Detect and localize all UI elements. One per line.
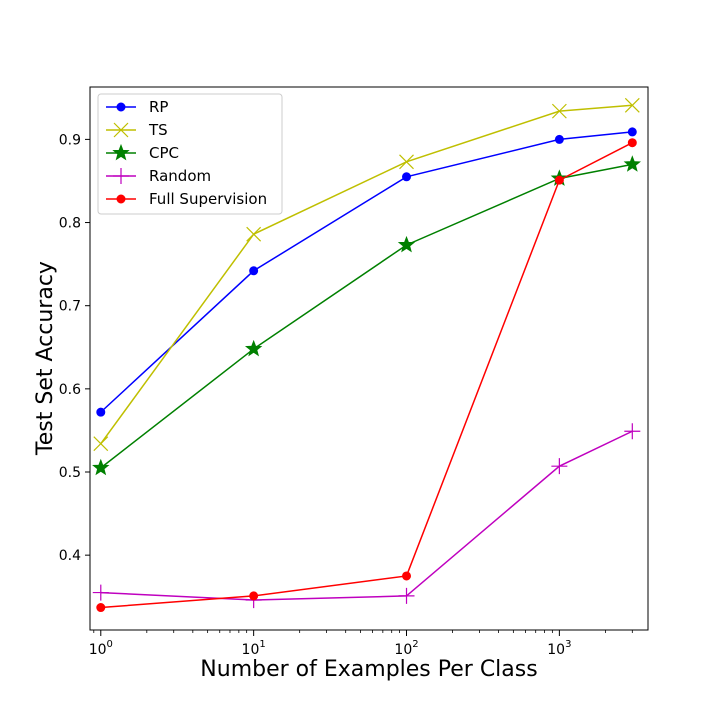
data-point: [96, 603, 106, 613]
y-tick-label: 0.9: [59, 132, 81, 148]
y-tick-label: 0.6: [59, 382, 81, 398]
y-tick-label: 0.4: [59, 548, 81, 564]
data-point: [627, 138, 637, 148]
data-point: [397, 235, 416, 253]
series-layer: [92, 97, 641, 613]
data-point: [624, 423, 641, 440]
series-full-supervision: [96, 138, 637, 613]
plot-frame: [89, 86, 649, 631]
x-tick-label: 100: [89, 639, 113, 658]
data-point: [96, 407, 106, 417]
data-point: [551, 103, 567, 119]
y-tick-label: 0.8: [59, 216, 81, 232]
legend-box: [97, 93, 283, 215]
legend-marker: [116, 102, 126, 112]
data-point: [624, 97, 640, 113]
x-tick-label: 102: [394, 639, 418, 658]
data-point: [554, 175, 564, 185]
legend-label: RP: [149, 98, 168, 116]
legend-marker: [113, 168, 129, 184]
data-point: [246, 226, 262, 242]
data-point: [627, 127, 637, 137]
legend-marker: [112, 143, 130, 161]
data-point: [93, 436, 109, 452]
legend-item: TS: [106, 121, 168, 139]
series-cpc: [92, 155, 641, 476]
data-point: [249, 591, 259, 601]
legend-label: Random: [149, 167, 211, 185]
data-point: [92, 584, 109, 601]
data-point: [551, 458, 568, 475]
data-point: [92, 458, 110, 476]
data-point: [398, 587, 415, 604]
data-point: [402, 172, 412, 182]
data-point: [399, 154, 414, 170]
x-tick-label: 101: [242, 639, 266, 658]
legend-item: CPC: [106, 143, 179, 162]
data-point: [249, 266, 259, 276]
legend: RP TS CPC Random Full Supervision: [97, 93, 283, 215]
data-point: [623, 155, 641, 172]
legend-item: RP: [106, 98, 168, 116]
series-ts: [93, 97, 640, 452]
legend-item: Random: [106, 167, 211, 185]
tick-layer: 0.4 0.5 0.6 0.7 0.8 0.9 100 101 102 103: [59, 132, 633, 658]
data-point: [244, 339, 263, 357]
legend-item: Full Supervision: [106, 190, 267, 208]
data-point: [554, 134, 564, 144]
x-axis-label: Number of Examples Per Class: [200, 657, 537, 682]
data-point: [402, 571, 412, 581]
y-tick-label: 0.5: [59, 465, 81, 481]
legend-label: Full Supervision: [149, 190, 267, 208]
y-tick-label: 0.7: [59, 299, 81, 315]
legend-label: CPC: [149, 144, 179, 162]
legend-marker: [113, 122, 129, 138]
legend-marker: [116, 194, 126, 204]
y-axis-label: Test Set Accuracy: [33, 261, 58, 456]
x-tick-label: 103: [547, 639, 571, 658]
series-rp: [96, 127, 637, 417]
legend-label: TS: [148, 121, 168, 139]
